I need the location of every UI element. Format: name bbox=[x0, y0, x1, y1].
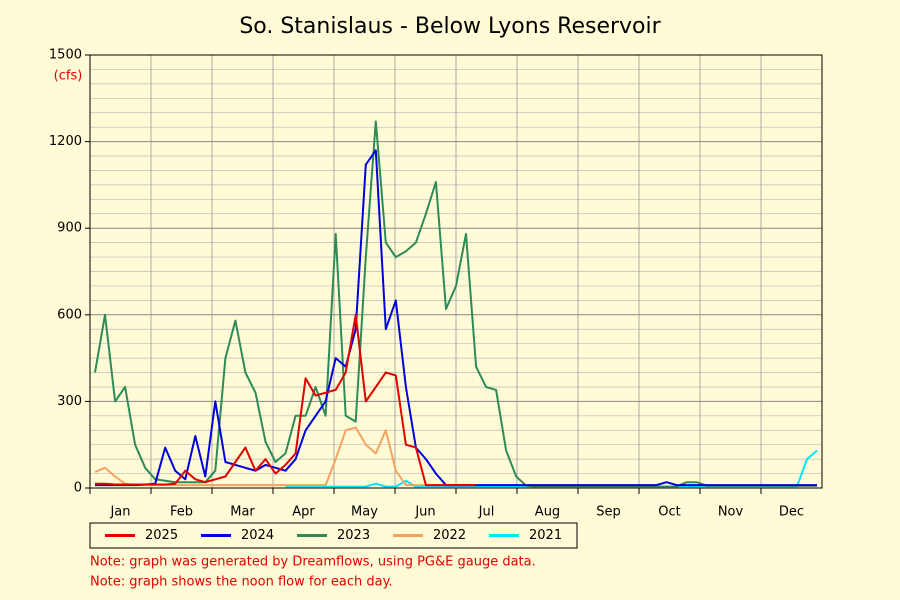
legend-label: 2022 bbox=[433, 528, 466, 543]
x-tick-label: Jun bbox=[414, 505, 435, 520]
x-tick-label: Jan bbox=[109, 505, 130, 520]
plot-frame bbox=[89, 54, 823, 489]
x-tick-label: Apr bbox=[292, 505, 315, 520]
x-tick-label: Aug bbox=[535, 505, 560, 520]
note: Note: graph shows the noon flow for each… bbox=[90, 575, 393, 590]
x-tick-label: Sep bbox=[596, 505, 621, 520]
x-tick-label: Feb bbox=[170, 505, 193, 520]
legend-label: 2025 bbox=[145, 528, 178, 543]
y-tick-label: 1200 bbox=[49, 134, 82, 149]
x-tick-label: Dec bbox=[779, 505, 804, 520]
x-tick-label: May bbox=[351, 505, 378, 520]
y-tick-label: 600 bbox=[57, 307, 82, 322]
legend-label: 2021 bbox=[529, 528, 562, 543]
x-tick-label: Nov bbox=[718, 505, 744, 520]
chart-title: So. Stanislaus - Below Lyons Reservoir bbox=[239, 14, 661, 39]
x-tick-label: Oct bbox=[658, 505, 680, 520]
y-tick-label: 1500 bbox=[49, 48, 82, 63]
y-tick-label: 900 bbox=[57, 221, 82, 236]
legend-label: 2023 bbox=[337, 528, 370, 543]
series-line bbox=[95, 313, 477, 487]
legend-label: 2024 bbox=[241, 528, 274, 543]
y-tick-label: 300 bbox=[57, 394, 82, 409]
legend-box bbox=[89, 522, 578, 549]
series-line bbox=[94, 120, 817, 488]
y-tick-label: 0 bbox=[74, 481, 82, 496]
y-unit-label: (cfs) bbox=[54, 69, 83, 84]
note: Note: graph was generated by Dreamflows,… bbox=[90, 555, 536, 570]
x-tick-label: Jul bbox=[478, 505, 495, 520]
x-tick-label: Mar bbox=[230, 505, 255, 520]
